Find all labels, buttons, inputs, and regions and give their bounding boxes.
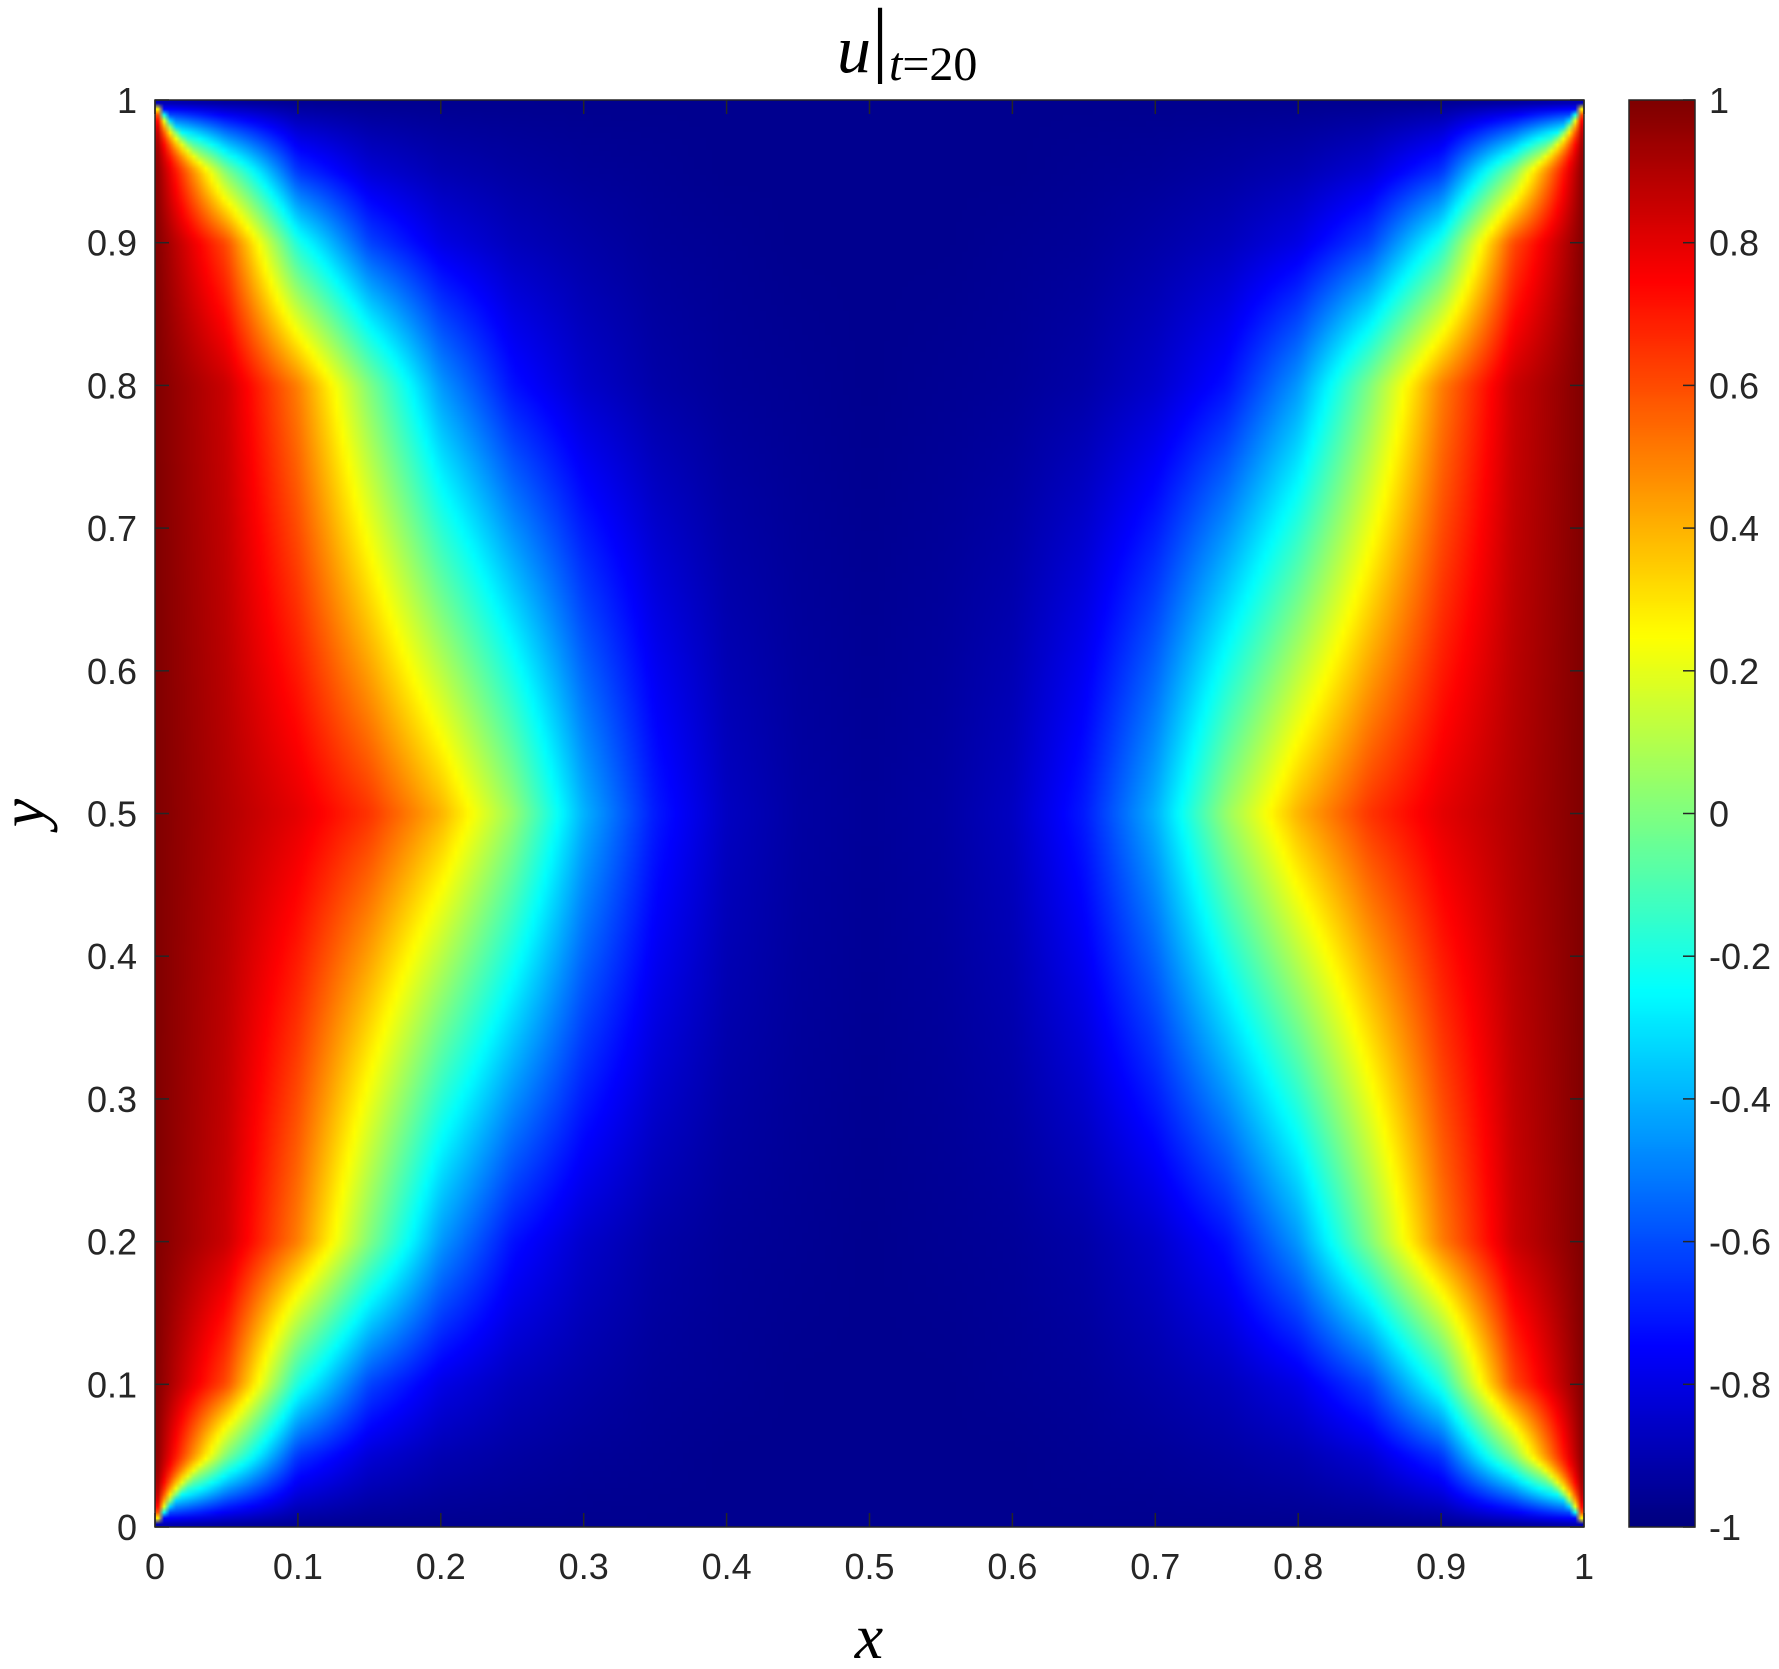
x-tick-label: 0.2 [416,1546,466,1587]
x-axis-label: x [854,1601,883,1669]
x-tick-label: 0.6 [987,1546,1037,1587]
y-tick-label: 1 [117,80,137,121]
y-tick-label: 0.7 [87,508,137,549]
colorbar-tick-label: 0.6 [1709,365,1759,406]
title-subscript: t=20 [889,38,977,91]
x-tick-label: 0.7 [1130,1546,1180,1587]
x-tick-label: 0 [145,1546,165,1587]
colorbar-tick-label: 1 [1709,80,1729,121]
colorbar-tick-label: -0.8 [1709,1364,1771,1405]
y-tick-label: 0.8 [87,365,137,406]
x-tick-label: 0.4 [702,1546,752,1587]
colorbar-tick-label: -0.2 [1709,936,1771,977]
y-axis-label: y [0,798,58,833]
colorbar-tick-label: -1 [1709,1507,1741,1548]
y-tick-label: 0.6 [87,651,137,692]
y-tick-label: 0.4 [87,936,137,977]
x-ticks: 0 0.1 0.2 0.3 0.4 0.5 0.6 0.7 0.8 0.9 1 [145,100,1594,1587]
chart-title: u [837,11,871,87]
y-tick-label: 0.2 [87,1222,137,1263]
title-evaluation-bar: | [872,0,889,85]
colorbar-tick-label: 0.8 [1709,223,1759,264]
colorbar-tick-label: 0.4 [1709,508,1759,549]
x-tick-label: 0.3 [559,1546,609,1587]
y-tick-label: 0.9 [87,223,137,264]
x-tick-label: 0.1 [273,1546,323,1587]
x-tick-label: 1 [1574,1546,1594,1587]
colorbar-ticks: -1 -0.8 -0.6 -0.4 -0.2 0 0.2 0.4 0.6 0.8 1 [1683,80,1771,1548]
x-tick-label: 0.9 [1416,1546,1466,1587]
x-tick-label: 0.5 [844,1546,894,1587]
y-ticks: 0 0.1 0.2 0.3 0.4 0.5 0.6 0.7 0.8 0.9 1 [87,80,1584,1548]
x-tick-label: 0.8 [1273,1546,1323,1587]
colorbar-tick-label: -0.6 [1709,1222,1771,1263]
y-tick-label: 0.3 [87,1079,137,1120]
heatmap-image [155,100,1584,1527]
y-tick-label: 0.5 [87,794,137,835]
colorbar-tick-label: 0 [1709,794,1729,835]
colorbar-tick-label: 0.2 [1709,651,1759,692]
colorbar-tick-label: -0.4 [1709,1079,1771,1120]
y-tick-label: 0.1 [87,1364,137,1405]
y-tick-label: 0 [117,1507,137,1548]
